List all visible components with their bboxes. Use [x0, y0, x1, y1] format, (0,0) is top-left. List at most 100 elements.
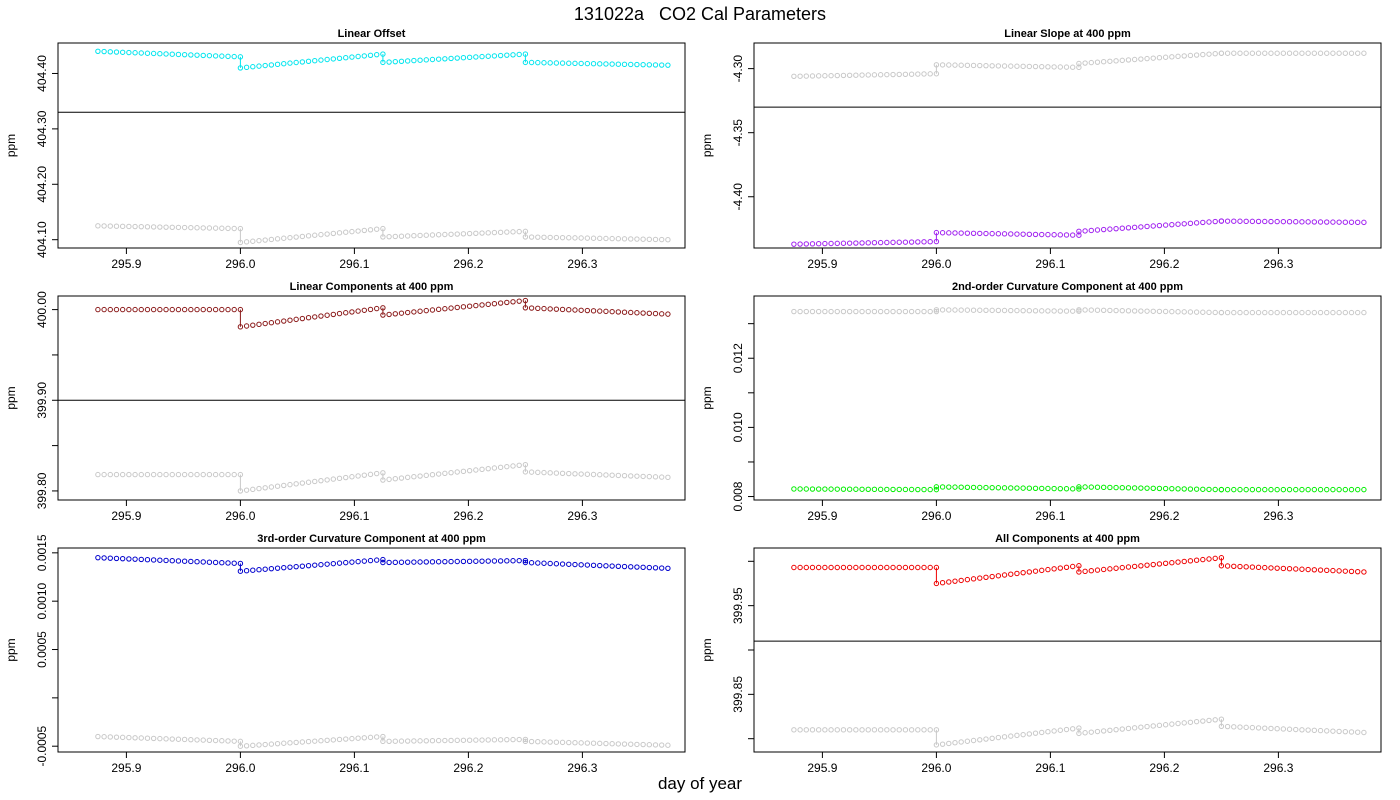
data-point: [1243, 309, 1249, 316]
data-point: [1113, 225, 1119, 232]
data-point: [1299, 486, 1305, 493]
data-point: [1286, 219, 1293, 225]
data-point: [1262, 309, 1268, 316]
data-point: [175, 558, 182, 564]
data-point: [423, 738, 429, 744]
data-point: [952, 484, 958, 490]
data-point: [646, 564, 653, 571]
data-point: [1131, 224, 1138, 231]
data-point: [243, 487, 250, 493]
data-point: [908, 71, 915, 77]
data-point: [1231, 218, 1237, 224]
data-point: [803, 308, 809, 315]
data-point: [491, 737, 498, 743]
data-point: [522, 738, 529, 745]
data-point: [305, 233, 312, 239]
data-point: [312, 738, 318, 744]
data-point: [896, 486, 902, 493]
data-point: [958, 577, 964, 584]
data-point: [1361, 50, 1367, 56]
data-point: [522, 557, 529, 564]
data-point: [188, 558, 194, 565]
data-point: [970, 307, 977, 313]
data-point: [411, 738, 417, 744]
data-point: [398, 475, 405, 481]
data-point: [1193, 52, 1200, 58]
x-tick-label: 296.1: [1035, 761, 1065, 775]
data-point: [896, 564, 902, 571]
data-point: [442, 231, 448, 238]
data-point: [1032, 308, 1039, 314]
data-point: [590, 740, 597, 746]
data-point: [367, 227, 374, 233]
data-point: [274, 565, 281, 571]
data-point: [828, 72, 834, 79]
data-point: [939, 484, 946, 490]
data-point: [915, 564, 921, 571]
data-point: [1063, 64, 1070, 70]
data-point: [815, 564, 822, 571]
data-point: [194, 306, 200, 313]
data-point: [268, 484, 275, 490]
data-point: [939, 230, 946, 236]
data-point: [367, 52, 374, 58]
y-tick-label: 0.012: [731, 343, 745, 373]
data-point: [1212, 309, 1218, 316]
data-point: [1305, 50, 1311, 56]
data-point: [1330, 219, 1336, 225]
data-point: [1113, 565, 1119, 571]
data-point: [640, 236, 646, 242]
data-point: [1063, 308, 1070, 314]
data-point: [138, 50, 144, 56]
data-point: [169, 557, 175, 564]
data-point: [1286, 50, 1293, 56]
data-point: [590, 308, 597, 314]
data-point: [939, 307, 946, 313]
data-point: [1162, 222, 1169, 228]
data-point: [609, 563, 615, 569]
data-point: [343, 54, 349, 61]
data-point: [460, 231, 467, 237]
data-point: [1051, 232, 1057, 238]
data-point: [144, 50, 151, 56]
data-point: [138, 471, 144, 478]
data-point: [107, 471, 113, 478]
panel-title: 2nd-order Curvature Component at 400 ppm: [952, 281, 1183, 293]
data-point: [634, 741, 640, 748]
data-point: [1336, 219, 1342, 225]
data-point: [497, 558, 504, 564]
data-point: [609, 61, 615, 67]
data-point: [1286, 566, 1293, 572]
data-point: [983, 484, 989, 491]
data-point: [1218, 486, 1225, 493]
x-tick-label: 296.0: [225, 761, 255, 775]
data-point: [386, 233, 392, 240]
data-point: [262, 320, 268, 327]
data-point: [1032, 231, 1039, 238]
data-point: [877, 308, 884, 315]
data-point: [336, 310, 343, 317]
data-point: [553, 306, 560, 312]
data-point: [1262, 50, 1268, 56]
data-point: [1348, 729, 1355, 735]
data-point: [460, 737, 467, 743]
data-point: [355, 735, 361, 741]
data-point: [1181, 53, 1187, 59]
data-point: [324, 231, 330, 237]
data-point: [615, 741, 622, 747]
data-point: [250, 486, 256, 493]
data-point: [1336, 568, 1342, 574]
data-point: [1243, 50, 1249, 56]
data-point: [822, 73, 828, 79]
data-point: [250, 322, 256, 328]
data-point: [1125, 308, 1132, 314]
data-point: [1206, 556, 1212, 562]
data-point: [1181, 221, 1187, 227]
data-point: [367, 471, 374, 478]
data-point: [634, 564, 640, 570]
data-point: [435, 559, 442, 565]
data-point: [952, 740, 958, 746]
data-point: [989, 230, 995, 237]
data-point: [640, 741, 646, 748]
data-point: [1361, 219, 1367, 226]
